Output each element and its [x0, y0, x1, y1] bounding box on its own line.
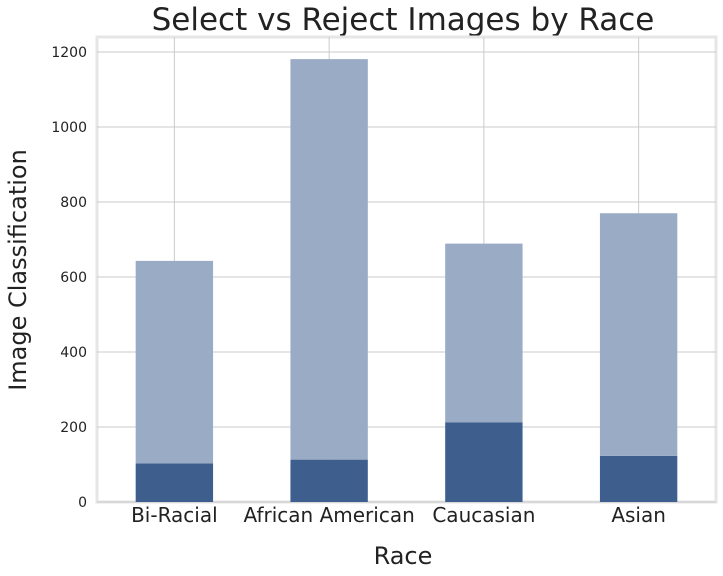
y-tick-labels: 0 200 400 600 800 1000 1200 — [51, 45, 87, 511]
bar-segment-2 — [136, 261, 213, 464]
bar-segment-2 — [445, 244, 522, 423]
y-tick-label: 1000 — [51, 120, 87, 136]
y-tick-label: 600 — [60, 270, 87, 286]
x-tick-label: Caucasian — [432, 503, 535, 527]
y-tick-label: 800 — [60, 195, 87, 211]
y-axis-label: Image Classification — [4, 149, 32, 391]
y-tick-label: 1200 — [51, 45, 87, 61]
bar-segment-1 — [136, 463, 213, 502]
bar-segment-1 — [600, 456, 677, 502]
y-tick-label: 200 — [60, 420, 87, 436]
bar-segment-2 — [290, 59, 367, 460]
bar-segment-1 — [290, 460, 367, 502]
x-tick-labels: Bi-Racial African American Caucasian Asian — [131, 503, 666, 527]
y-tick-label: 0 — [78, 495, 87, 511]
y-tick-label: 400 — [60, 345, 87, 361]
x-tick-label: Asian — [611, 503, 666, 527]
x-tick-label: Bi-Racial — [131, 503, 218, 527]
bar-segment-1 — [445, 423, 522, 503]
bar-segment-2 — [600, 213, 677, 456]
x-tick-label: African American — [244, 503, 415, 527]
chart-title: Select vs Reject Images by Race — [152, 2, 655, 38]
x-axis-label: Race — [374, 542, 433, 570]
